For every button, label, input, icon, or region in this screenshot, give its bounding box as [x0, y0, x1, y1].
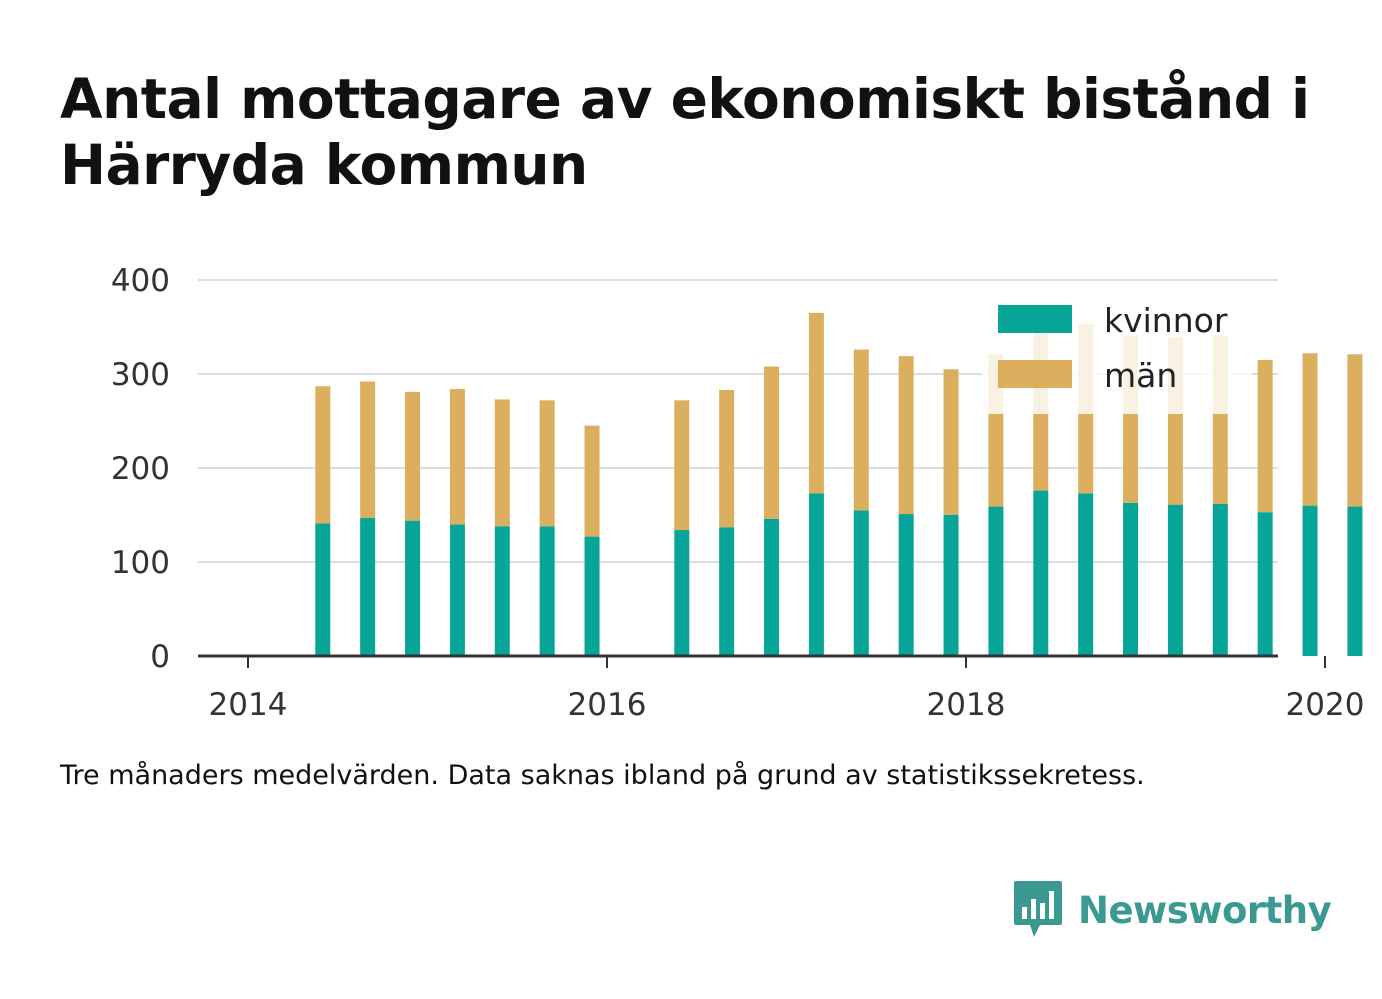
bar-kvinnor [764, 518, 780, 656]
axes: 0100200300400201420162018202020222024 [111, 263, 1365, 723]
bar-kvinnor [1347, 506, 1363, 656]
bar-kvinnor [943, 515, 959, 656]
newsworthy-logo: Newsworthy [1012, 878, 1332, 942]
bar-man [315, 386, 331, 524]
bar-kvinnor [494, 526, 510, 656]
bar-man [539, 400, 555, 527]
bar-kvinnor [988, 506, 1004, 656]
bar-man [584, 425, 600, 537]
newsworthy-logo-icon [1014, 881, 1062, 937]
bar-kvinnor [719, 527, 735, 656]
legend: kvinnor män [982, 296, 1252, 414]
bar-kvinnor [1123, 502, 1139, 656]
bar-man [853, 349, 869, 511]
bar-kvinnor [449, 524, 465, 656]
x-tick-label: 2016 [568, 687, 647, 723]
chart-title: Antal mottagare av ekonomiskt bistånd i … [60, 67, 1310, 197]
bar-man [898, 356, 914, 515]
legend-swatch-man [998, 360, 1072, 388]
legend-label: kvinnor [1104, 301, 1228, 340]
bar-kvinnor [1212, 503, 1228, 656]
bar-man [943, 369, 959, 515]
bar-kvinnor [1078, 493, 1094, 656]
bar-man [808, 312, 824, 494]
bar-man [764, 366, 780, 519]
bar-man [1302, 353, 1318, 506]
bar-kvinnor [1257, 512, 1273, 656]
legend-label: män [1104, 356, 1177, 395]
bar-man [494, 399, 510, 527]
y-tick-label: 300 [111, 357, 170, 393]
legend-swatch-kvinnor [998, 305, 1072, 333]
y-tick-label: 0 [150, 639, 170, 675]
x-tick-label: 2020 [1286, 687, 1365, 723]
bar-kvinnor [315, 523, 331, 656]
bars [315, 312, 1363, 656]
x-tick-label: 2014 [209, 687, 288, 723]
bar-kvinnor [360, 517, 376, 656]
bar-kvinnor [539, 526, 555, 656]
stacked-bar-chart: 0100200300400201420162018202020222024 kv… [111, 263, 1365, 723]
bar-man [1257, 359, 1273, 513]
brand-name: Newsworthy [1078, 888, 1332, 932]
bar-kvinnor [898, 514, 914, 656]
y-tick-label: 200 [111, 451, 170, 487]
bar-kvinnor [808, 493, 824, 656]
y-tick-label: 100 [111, 545, 170, 581]
bar-kvinnor [1033, 490, 1049, 656]
bar-kvinnor [405, 520, 421, 656]
y-tick-label: 400 [111, 263, 170, 299]
bar-kvinnor [1302, 505, 1318, 656]
bar-kvinnor [853, 510, 869, 656]
bar-man [1347, 354, 1363, 507]
bar-man [674, 400, 690, 531]
bar-kvinnor [1167, 504, 1183, 656]
bar-man [405, 391, 421, 521]
bar-man [719, 389, 735, 528]
chart-caption: Tre månaders medelvärden. Data saknas ib… [60, 760, 1145, 791]
bar-kvinnor [674, 530, 690, 656]
bar-man [360, 381, 376, 518]
bar-kvinnor [584, 536, 600, 656]
bar-man [449, 389, 465, 525]
x-tick-label: 2018 [927, 687, 1006, 723]
